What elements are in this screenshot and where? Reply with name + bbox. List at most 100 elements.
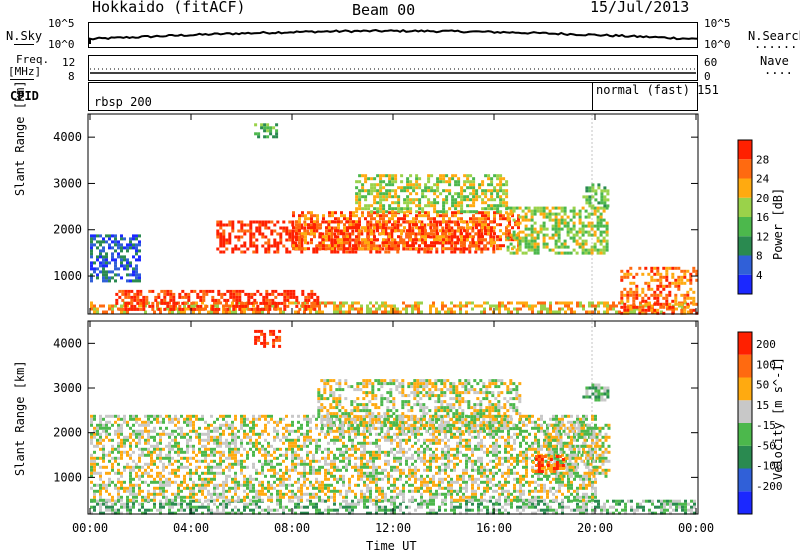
heatmap-cell-power — [288, 301, 291, 305]
heatmap-cell-power — [255, 310, 258, 314]
heatmap-cell-velocity — [231, 441, 234, 445]
heatmap-cell-velocity — [636, 502, 639, 506]
heatmap-cell-power — [379, 207, 383, 211]
heatmap-cell-power — [533, 221, 537, 225]
heatmap-cell-velocity — [129, 486, 132, 490]
heatmap-cell-power — [460, 220, 463, 224]
heatmap-cell-velocity — [189, 438, 192, 442]
heatmap-cell-velocity — [162, 480, 165, 484]
heatmap-cell-velocity — [351, 447, 354, 451]
heatmap-cell-power — [462, 304, 465, 308]
heatmap-cell-velocity — [570, 508, 573, 512]
heatmap-cell-velocity — [132, 429, 135, 433]
heatmap-cell-velocity — [303, 511, 306, 515]
heatmap-cell-velocity — [300, 423, 303, 427]
heatmap-cell-power — [370, 229, 373, 233]
heatmap-cell-power — [484, 207, 488, 211]
heatmap-cell-velocity — [288, 508, 291, 512]
heatmap-cell-velocity — [279, 498, 282, 502]
heatmap-cell-velocity — [177, 465, 180, 469]
heatmap-cell-velocity — [153, 414, 156, 418]
heatmap-cell-velocity — [636, 508, 639, 512]
heatmap-cell-velocity — [108, 483, 111, 487]
heatmap-cell-power — [358, 204, 362, 208]
heatmap-cell-velocity — [681, 505, 684, 509]
heatmap-cell-power — [216, 310, 219, 314]
heatmap-cell-velocity — [141, 429, 144, 433]
heatmap-cell-velocity — [612, 505, 615, 509]
heatmap-cell-velocity — [504, 508, 507, 512]
heatmap-cell-velocity — [90, 423, 93, 427]
heatmap-cell-velocity — [99, 465, 102, 469]
heatmap-cell-velocity — [585, 502, 588, 506]
heatmap-cell-velocity — [210, 414, 213, 418]
heatmap-cell-velocity — [336, 435, 339, 439]
heatmap-cell-power — [229, 292, 233, 296]
heatmap-cell-power — [120, 246, 123, 250]
heatmap-cell-power — [298, 232, 301, 236]
heatmap-cell-velocity — [189, 495, 192, 499]
heatmap-cell-power — [557, 239, 561, 243]
heatmap-cell-power — [411, 307, 414, 311]
heatmap-cell-power — [126, 249, 129, 253]
heatmap-cell-velocity — [162, 483, 165, 487]
heatmap-cell-velocity — [522, 508, 525, 512]
heatmap-cell-power — [286, 304, 290, 308]
heatmap-cell-velocity — [168, 417, 171, 421]
heatmap-cell-power — [295, 247, 298, 251]
heatmap-cell-power — [385, 210, 389, 214]
heatmap-cell-velocity — [174, 423, 177, 427]
heatmap-cell-power — [518, 242, 522, 246]
heatmap-cell-power — [391, 189, 395, 193]
heatmap-cell-power — [430, 229, 433, 233]
heatmap-cell-power — [518, 239, 522, 243]
heatmap-cell-power — [591, 304, 594, 308]
heatmap-cell-power — [566, 227, 570, 231]
heatmap-cell-velocity — [576, 508, 579, 512]
heatmap-cell-power — [560, 215, 564, 219]
heatmap-cell-power — [333, 304, 336, 308]
heatmap-cell-power — [531, 304, 534, 308]
heatmap-cell-velocity — [657, 499, 660, 503]
heatmap-cell-power — [554, 218, 558, 222]
heatmap-cell-power — [683, 293, 687, 297]
heatmap-cell-power — [603, 204, 607, 208]
heatmap-cell-power — [530, 230, 534, 234]
heatmap-cell-velocity — [306, 438, 309, 442]
heatmap-cell-power — [435, 307, 438, 311]
heatmap-cell-power — [418, 226, 421, 230]
heatmap-cell-velocity — [189, 420, 192, 424]
heatmap-cell-velocity — [507, 502, 510, 506]
heatmap-cell-velocity — [123, 417, 126, 421]
heatmap-cell-power — [108, 307, 111, 311]
heatmap-cell-power — [606, 204, 610, 208]
heatmap-cell-power — [318, 241, 322, 245]
heatmap-cell-power — [250, 307, 254, 311]
heatmap-cell-velocity — [306, 456, 309, 460]
heatmap-cell-power — [572, 248, 576, 252]
heatmap-cell-velocity — [198, 465, 201, 469]
heatmap-cell-power — [90, 249, 93, 253]
heatmap-cell-power — [638, 311, 642, 315]
heatmap-cell-power — [300, 223, 304, 227]
heatmap-cell-velocity — [93, 468, 96, 472]
heatmap-cell-power — [543, 301, 546, 305]
heatmap-cell-velocity — [336, 511, 339, 515]
heatmap-cell-velocity — [171, 438, 174, 442]
heatmap-cell-velocity — [483, 505, 486, 509]
heatmap-cell-velocity — [135, 483, 138, 487]
heatmap-cell-velocity — [162, 420, 165, 424]
heatmap-cell-power — [397, 229, 400, 233]
heatmap-cell-power — [692, 302, 696, 306]
heatmap-cell-power — [325, 232, 328, 236]
heatmap-cell-power — [228, 232, 232, 236]
heatmap-cell-velocity — [252, 511, 255, 515]
heatmap-cell-velocity — [90, 471, 93, 475]
heatmap-cell-velocity — [174, 480, 177, 484]
heatmap-cell-power — [219, 301, 222, 305]
heatmap-cell-velocity — [246, 492, 249, 496]
heatmap-cell-power — [517, 238, 520, 242]
heatmap-cell-velocity — [282, 480, 285, 484]
heatmap-cell-power — [480, 310, 483, 314]
heatmap-cell-velocity — [234, 444, 237, 448]
